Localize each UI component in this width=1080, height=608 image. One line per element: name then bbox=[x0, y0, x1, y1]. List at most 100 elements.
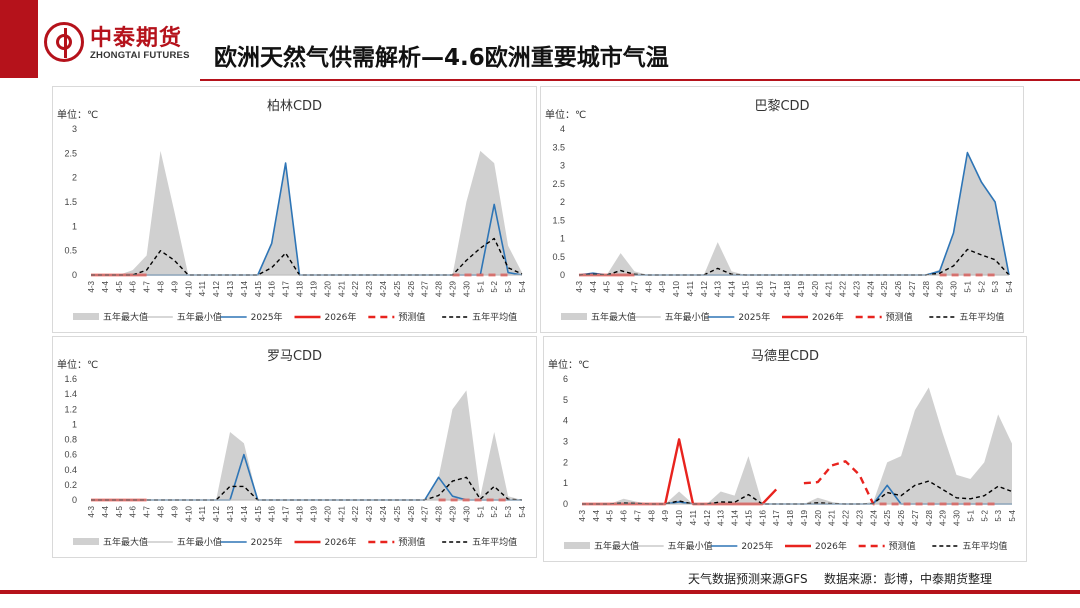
x-tick-label: 4-26 bbox=[407, 505, 416, 522]
legend-swatch bbox=[73, 313, 99, 320]
legend-label: 2026年 bbox=[325, 536, 357, 548]
legend-label: 五年最小值 bbox=[668, 540, 713, 552]
x-tick-label: 4-22 bbox=[842, 509, 851, 526]
x-tick-label: 4-19 bbox=[797, 280, 806, 297]
x-tick-label: 5-3 bbox=[994, 509, 1003, 521]
x-tick-label: 5-2 bbox=[980, 509, 989, 521]
x-tick-label: 4-16 bbox=[758, 509, 767, 526]
x-tick-label: 4-30 bbox=[953, 509, 962, 526]
x-tick-label: 4-28 bbox=[435, 505, 444, 522]
x-tick-label: 5-2 bbox=[977, 280, 986, 292]
x-tick-label: 4-3 bbox=[87, 280, 96, 292]
legend-label: 2026年 bbox=[815, 540, 847, 552]
y-tick-label: 2 bbox=[560, 197, 565, 207]
x-tick-label: 4-12 bbox=[703, 509, 712, 526]
x-tick-label: 4-27 bbox=[421, 505, 430, 522]
unit-label: 单位：℃ bbox=[545, 108, 586, 121]
forecast-source-note: 天气数据预测来源GFS bbox=[688, 572, 808, 586]
x-tick-label: 4-10 bbox=[672, 280, 681, 297]
legend-label: 五年最小值 bbox=[177, 311, 222, 323]
y-tick-label: 2 bbox=[72, 173, 77, 183]
y-tick-label: 0 bbox=[72, 270, 77, 280]
x-tick-label: 4-15 bbox=[254, 280, 263, 297]
x-tick-label: 5-3 bbox=[991, 280, 1000, 292]
chart-panel-rome: 罗马CDD 单位：℃ 0 0.2 0.4 0.6 0.8 1 1.2 1.4 1.6 4-3 4-4 4-… bbox=[52, 336, 537, 558]
x-tick-label: 4-24 bbox=[869, 509, 878, 526]
x-tick-label: 4-18 bbox=[296, 280, 305, 297]
y-tick-label: 3 bbox=[560, 161, 565, 171]
x-tick-label: 4-29 bbox=[939, 509, 948, 526]
x-tick-label: 4-15 bbox=[254, 505, 263, 522]
x-tick-label: 4-11 bbox=[686, 280, 695, 296]
legend-label: 五年最大值 bbox=[594, 540, 639, 552]
legend-swatch bbox=[73, 538, 99, 545]
y-tick-label: 0.5 bbox=[64, 246, 77, 256]
x-tick-label: 4-26 bbox=[407, 280, 416, 297]
x-tick-label: 4-5 bbox=[606, 509, 615, 521]
x-tick-label: 4-5 bbox=[603, 280, 612, 292]
x-tick-label: 4-12 bbox=[700, 280, 709, 297]
x-tick-label: 4-6 bbox=[617, 280, 626, 292]
x-tick-label: 4-25 bbox=[883, 509, 892, 526]
y-tick-label: 4 bbox=[560, 124, 565, 134]
x-tick-label: 4-7 bbox=[630, 280, 639, 292]
x-tick-label: 4-3 bbox=[575, 280, 584, 292]
y-tick-label: 0.6 bbox=[64, 450, 77, 460]
x-tick-label: 4-11 bbox=[198, 505, 207, 521]
x-tick-label: 4-13 bbox=[717, 509, 726, 526]
x-tick-label: 4-13 bbox=[714, 280, 723, 297]
series-line-2 bbox=[578, 151, 1010, 276]
x-tick-label: 4-19 bbox=[309, 280, 318, 297]
legend-label: 2025年 bbox=[251, 311, 283, 323]
x-tick-label: 4-7 bbox=[143, 505, 152, 517]
x-tick-label: 4-12 bbox=[212, 505, 221, 522]
series-area-max bbox=[91, 150, 522, 275]
x-tick-label: 4-18 bbox=[783, 280, 792, 297]
title-underline bbox=[200, 79, 1080, 81]
x-tick-label: 4-9 bbox=[661, 509, 670, 521]
legend-label: 五年平均值 bbox=[962, 540, 1007, 552]
x-tick-label: 4-5 bbox=[115, 505, 124, 517]
legend-label: 五年平均值 bbox=[472, 536, 517, 548]
x-tick-label: 4-27 bbox=[421, 280, 430, 297]
x-tick-label: 4-12 bbox=[212, 280, 221, 297]
y-tick-label: 1.2 bbox=[64, 404, 77, 414]
bottom-brand-bar bbox=[0, 590, 1080, 594]
y-tick-label: 0.4 bbox=[64, 465, 77, 475]
chart-title: 柏林CDD bbox=[267, 99, 322, 114]
logo-text-en: ZHONGTAI FUTURES bbox=[90, 50, 190, 61]
x-tick-label: 4-22 bbox=[351, 280, 360, 297]
legend-label: 五年平均值 bbox=[959, 311, 1004, 323]
x-tick-label: 4-26 bbox=[894, 280, 903, 297]
x-tick-label: 5-4 bbox=[518, 505, 527, 517]
x-tick-label: 4-8 bbox=[157, 505, 166, 517]
x-tick-label: 4-14 bbox=[240, 505, 249, 522]
legend-label: 预测值 bbox=[889, 540, 916, 552]
legend-label: 2025年 bbox=[741, 540, 773, 552]
x-tick-label: 4-7 bbox=[633, 509, 642, 521]
x-tick-label: 4-21 bbox=[337, 505, 346, 522]
y-tick-label: 1.5 bbox=[552, 215, 565, 225]
chart-panel-madrid: 马德里CDD 单位：℃ 0 1 2 3 4 5 6 4-3 4-4 4-5 4-6 4-7 4-8 4-9 4-… bbox=[543, 336, 1027, 562]
x-tick-label: 4-9 bbox=[170, 280, 179, 292]
x-tick-label: 4-20 bbox=[811, 280, 820, 297]
legend-swatch bbox=[561, 313, 587, 320]
x-tick-label: 4-20 bbox=[323, 280, 332, 297]
x-tick-label: 4-4 bbox=[592, 509, 601, 521]
x-tick-label: 4-4 bbox=[589, 280, 598, 292]
unit-label: 单位：℃ bbox=[57, 358, 98, 371]
y-tick-label: 0.8 bbox=[64, 435, 77, 445]
x-tick-label: 4-25 bbox=[393, 505, 402, 522]
y-tick-label: 1 bbox=[560, 234, 565, 244]
y-tick-label: 3.5 bbox=[552, 142, 565, 152]
series-area-max bbox=[91, 390, 522, 500]
x-tick-label: 4-17 bbox=[282, 505, 291, 522]
x-tick-label: 4-20 bbox=[814, 509, 823, 526]
x-tick-label: 5-4 bbox=[518, 280, 527, 292]
x-tick-label: 5-4 bbox=[1005, 280, 1014, 292]
legend-label: 五年最大值 bbox=[103, 536, 148, 548]
x-tick-label: 4-17 bbox=[282, 280, 291, 297]
x-tick-label: 4-10 bbox=[184, 280, 193, 297]
x-tick-label: 5-3 bbox=[504, 280, 513, 292]
x-tick-label: 4-15 bbox=[744, 509, 753, 526]
